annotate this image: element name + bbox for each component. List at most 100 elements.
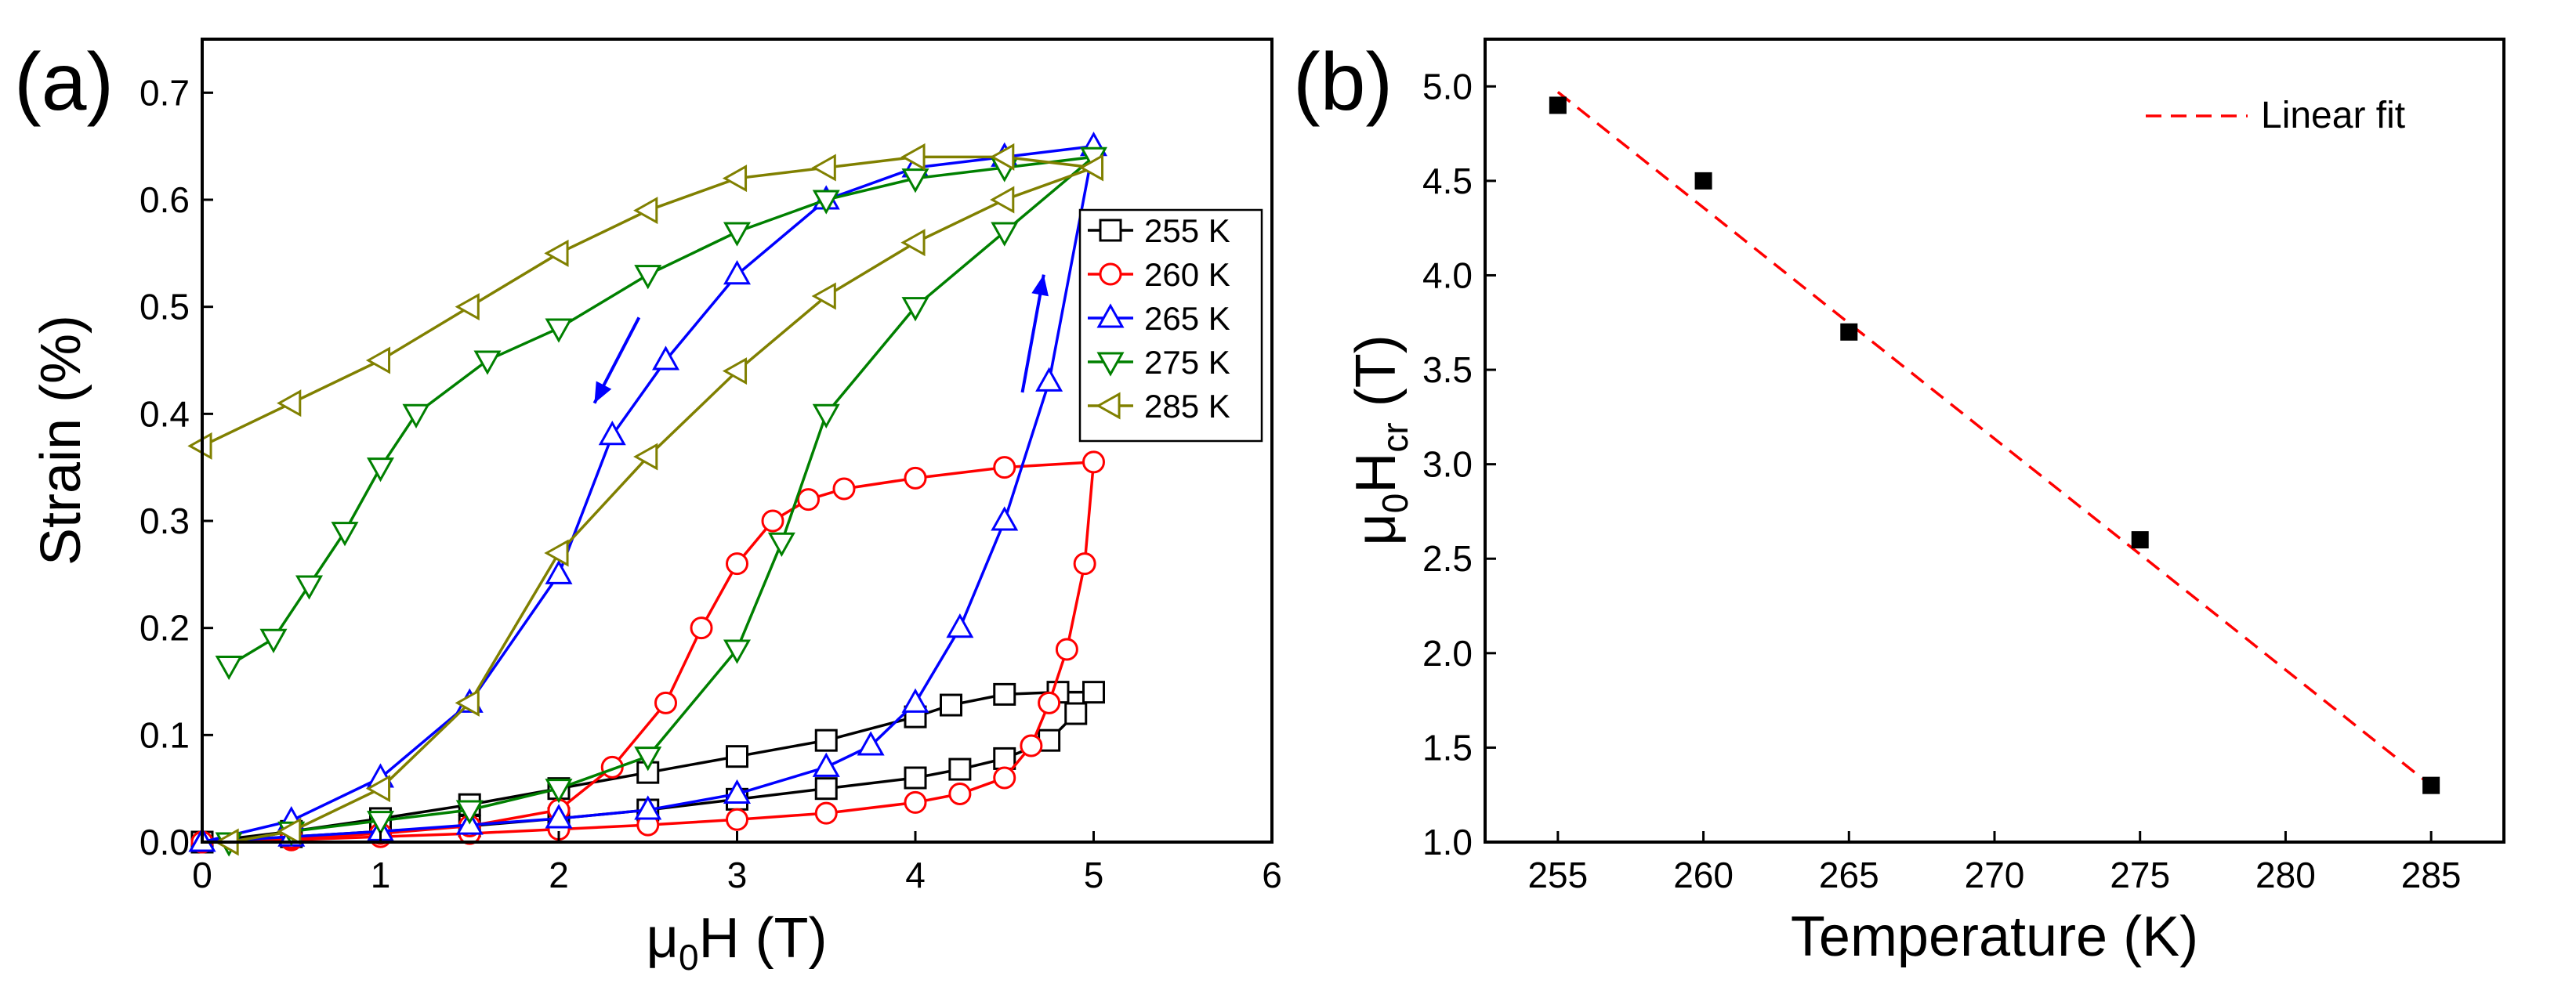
data-point (455, 800, 484, 825)
data-point (904, 790, 927, 814)
data-point (722, 357, 748, 385)
data-point (365, 775, 391, 803)
data-point (991, 506, 1019, 531)
legend-label: Linear fit (2261, 95, 2405, 136)
data-point (2422, 776, 2440, 794)
data-point (544, 239, 569, 267)
legend-label: 265 K (1144, 300, 1230, 337)
data-point (946, 613, 974, 638)
data-point (654, 691, 677, 714)
x-tick-label: 280 (2255, 855, 2316, 895)
data-point (1035, 367, 1063, 392)
data-point (990, 143, 1015, 171)
legend-label: 275 K (1144, 344, 1230, 381)
data-point (1082, 681, 1105, 704)
data-point (1549, 96, 1567, 114)
data-point (1082, 450, 1105, 474)
y-tick-label: 5.0 (1422, 66, 1473, 107)
panel-a: (a) 0 1 2 3 4 5 6 0.0 0.1 0.2 0.3 0.4 0.5 0.6 0.7 Stra… (14, 37, 1282, 978)
data-point (1055, 638, 1078, 661)
data-point (365, 346, 391, 374)
data-point (814, 801, 838, 825)
y-tick-label: 2.5 (1422, 538, 1473, 579)
y-tick-label: 4.5 (1422, 161, 1473, 201)
x-tick-label: 260 (1673, 855, 1734, 895)
data-point (901, 168, 929, 193)
x-tick-label: 255 (1527, 855, 1588, 895)
x-tick-label: 275 (2110, 855, 2170, 895)
data-point (331, 522, 359, 547)
data-point (993, 766, 1016, 790)
data-point (1078, 154, 1104, 182)
data-point (277, 389, 302, 418)
y-tick-label: 3.5 (1422, 349, 1473, 390)
data-point (904, 766, 927, 790)
series-line-5 (201, 155, 1095, 844)
panel-b-y-axis-label: μ0Hcr (T) (1345, 334, 1415, 545)
data-point (797, 488, 820, 512)
panel-a-field-arrows (592, 274, 1049, 404)
data-point (761, 509, 784, 533)
linear-fit-line (1556, 91, 2433, 787)
series-line-4 (228, 154, 1099, 844)
data-point (277, 817, 302, 845)
data-point (545, 804, 573, 829)
x-tick-label: 1 (371, 855, 391, 895)
panel-a-x-axis-label: μ0H (T) (646, 907, 827, 978)
data-point (990, 186, 1015, 214)
x-tick-label: 265 (1819, 855, 1879, 895)
data-point (633, 197, 658, 225)
legend-marker (1099, 219, 1122, 242)
data-point (1038, 691, 1061, 714)
data-point (811, 154, 836, 182)
data-point (366, 457, 395, 483)
panel-b-x-axis-label: Temperature (K) (1791, 906, 2198, 968)
data-point (814, 728, 838, 752)
data-point (295, 575, 324, 600)
data-point (598, 421, 626, 446)
data-point (215, 655, 243, 681)
panel-a-label: (a) (14, 37, 114, 128)
legend-label: 255 K (1144, 212, 1230, 249)
panel-a-ticks: 0 1 2 3 4 5 6 0.0 0.1 0.2 0.3 0.4 0.5 0.6 0.7 (139, 72, 1282, 895)
data-point (402, 403, 430, 428)
data-point (723, 222, 752, 247)
data-point (634, 265, 662, 290)
panel-b-legend: Linear fit (2146, 95, 2405, 136)
data-point (767, 532, 795, 557)
x-tick-label: 3 (727, 855, 748, 895)
panel-a-legend: 255 K 260 K 265 K 275 K 285 K (1078, 208, 1263, 443)
data-point (723, 779, 752, 804)
y-tick-label: 2.0 (1422, 633, 1473, 674)
data-point (832, 477, 856, 501)
data-point (1694, 172, 1712, 190)
data-point (723, 260, 752, 285)
data-point (993, 456, 1016, 479)
y-tick-label: 0.7 (139, 72, 190, 113)
panel-b-data (1549, 91, 2440, 794)
data-point (812, 190, 840, 215)
panel-b-label: (b) (1293, 37, 1393, 128)
y-tick-label: 0.1 (139, 714, 190, 755)
x-tick-label: 285 (2401, 855, 2462, 895)
data-point (259, 628, 288, 653)
panel-a-frame (201, 38, 1274, 844)
y-tick-label: 0.5 (139, 287, 190, 327)
x-tick-label: 270 (1965, 855, 2025, 895)
data-point (812, 752, 840, 777)
panel-b-ticks: 255 260 265 270 275 280 285 1.0 1.5 2.0 2.5 3.0 3.5 4… (1422, 66, 2461, 895)
y-tick-label: 1.0 (1422, 822, 1473, 862)
panel-a-y-axis-label: Strain (%) (30, 315, 92, 566)
data-point (993, 747, 1016, 770)
data-point (545, 559, 573, 584)
y-tick-label: 0.3 (139, 501, 190, 541)
x-tick-label: 2 (549, 855, 569, 895)
data-point (455, 689, 480, 717)
data-point (812, 403, 840, 428)
data-point (634, 795, 662, 820)
data-point (1073, 552, 1096, 576)
data-point (940, 693, 962, 717)
data-point (993, 682, 1016, 706)
data-point (948, 757, 972, 781)
